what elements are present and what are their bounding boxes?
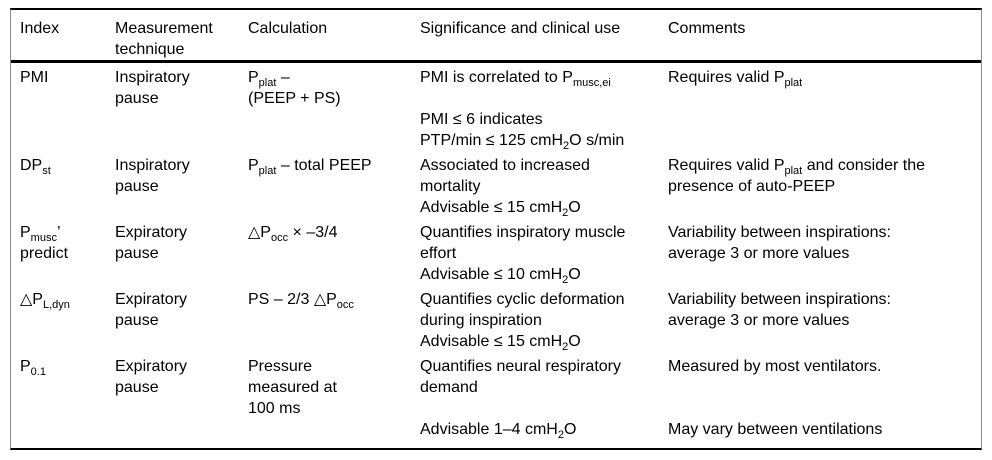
cell-calculation: Pressure measured at 100 ms bbox=[248, 358, 337, 417]
cell-measurement-technique: Expiratory pause bbox=[115, 358, 188, 396]
table-row-pmusc-predict: Pmusc’ predict Expiratory pause △Pocc × –3… bbox=[11, 218, 981, 287]
cell-significance: PMI is correlated to Pmusc,ei PMI ≤ 6 in… bbox=[420, 69, 625, 153]
table-row-dpst: DPst Inspiratory pause Pplat – total PEEP… bbox=[11, 151, 981, 220]
table-row-dpldyn: △PL,dyn Expiratory pause PS – 2/3 △Pocc Q… bbox=[11, 285, 981, 354]
cell-index: △PL,dyn bbox=[20, 291, 70, 312]
cell-calculation: Pplat – total PEEP bbox=[248, 157, 372, 178]
cell-calculation: △Pocc × –3/4 bbox=[248, 224, 338, 245]
cell-comments: Measured by most ventilators. May vary b… bbox=[668, 358, 883, 438]
cell-comments: Requires valid Pplat and consider the pre… bbox=[668, 157, 925, 195]
header-calculation: Calculation bbox=[248, 20, 328, 37]
cell-comments: Variability between inspirations: average… bbox=[668, 291, 891, 329]
cell-comments: Variability between inspirations: average… bbox=[668, 224, 891, 262]
table-row-p01: P0.1 Expiratory pause Pressure measured at… bbox=[11, 352, 981, 442]
respiratory-indices-table: Index Measurement technique Calculation S… bbox=[10, 8, 982, 450]
cell-calculation: PS – 2/3 △Pocc bbox=[248, 291, 354, 312]
cell-comments: Requires valid Pplat bbox=[668, 69, 803, 90]
cell-measurement-technique: Expiratory pause bbox=[115, 224, 188, 262]
cell-index: Pmusc’ predict bbox=[20, 224, 69, 262]
cell-index: P0.1 bbox=[20, 358, 46, 379]
table-header-row: Index Measurement technique Calculation S… bbox=[11, 10, 981, 63]
header-comments: Comments bbox=[668, 20, 746, 37]
table-row-pmi: PMI Inspiratory pause Pplat – (PEEP + PS) … bbox=[11, 63, 981, 153]
cell-significance: Quantifies cyclic deformation during insp… bbox=[420, 291, 625, 354]
cell-measurement-technique: Expiratory pause bbox=[115, 291, 188, 329]
cell-calculation: Pplat – (PEEP + PS) bbox=[248, 69, 341, 107]
cell-significance: Quantifies neural respiratory demand Advi… bbox=[420, 358, 621, 442]
cell-significance: Associated to increased mortality Advisabl… bbox=[420, 157, 590, 220]
cell-index: DPst bbox=[20, 157, 51, 178]
cell-measurement-technique: Inspiratory pause bbox=[115, 69, 190, 107]
header-significance: Significance and clinical use bbox=[420, 20, 621, 37]
header-index: Index bbox=[20, 20, 60, 37]
cell-significance: Quantifies inspiratory muscle effort Advis… bbox=[420, 224, 626, 287]
cell-measurement-technique: Inspiratory pause bbox=[115, 157, 190, 195]
header-measurement-technique: Measurement technique bbox=[115, 20, 213, 58]
cell-index: PMI bbox=[20, 69, 49, 86]
